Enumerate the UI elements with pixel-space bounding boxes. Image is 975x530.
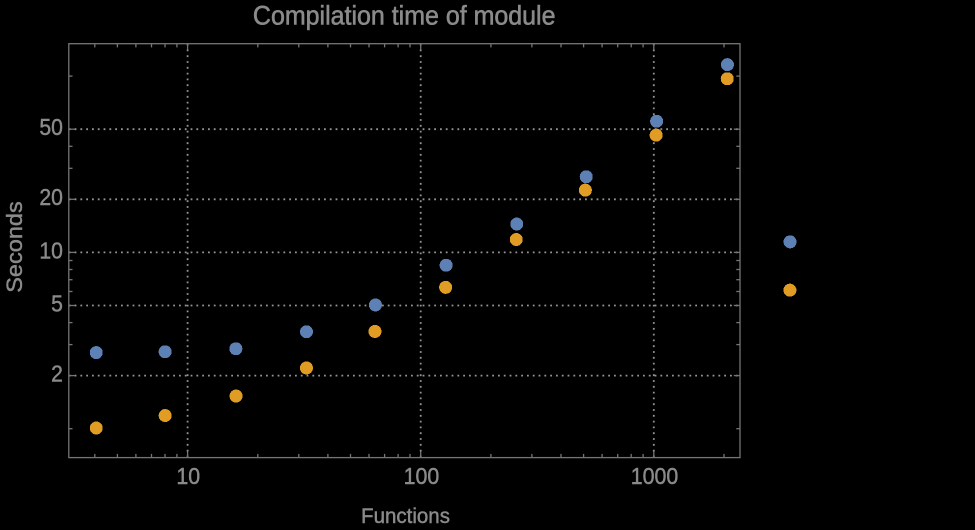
svg-text:10: 10 bbox=[39, 237, 63, 263]
svg-text:50: 50 bbox=[39, 114, 63, 140]
svg-text:2: 2 bbox=[51, 361, 63, 387]
svg-text:Functions: Functions bbox=[361, 505, 450, 525]
svg-text:1000: 1000 bbox=[631, 463, 679, 489]
svg-text:5: 5 bbox=[51, 291, 63, 317]
svg-text:Compilation time of module: Compilation time of module bbox=[253, 0, 556, 31]
svg-text:10: 10 bbox=[176, 463, 200, 489]
svg-text:Seconds: Seconds bbox=[2, 201, 27, 293]
svg-text:20: 20 bbox=[39, 184, 63, 210]
svg-text:100: 100 bbox=[404, 463, 440, 489]
